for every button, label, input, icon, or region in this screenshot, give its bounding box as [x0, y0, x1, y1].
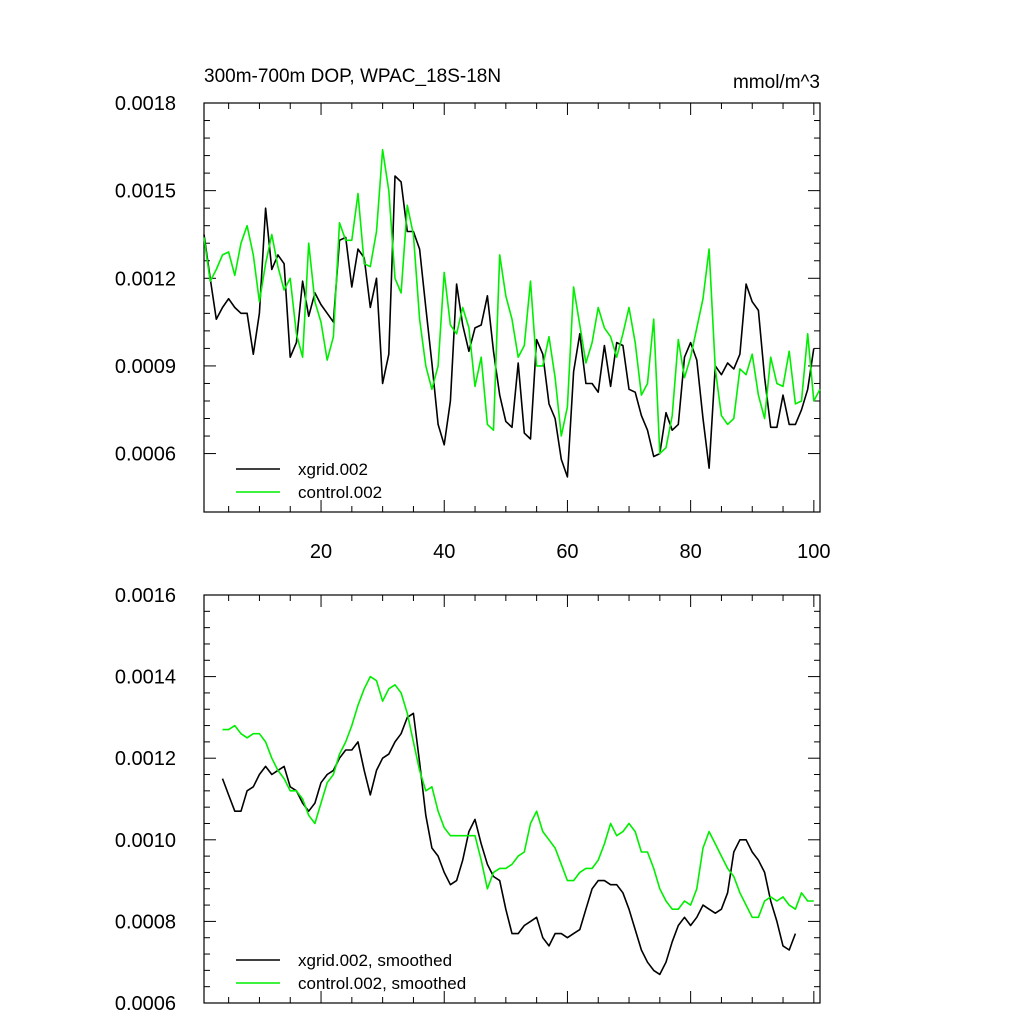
x-tick-label: 100: [797, 541, 830, 563]
y-tick-label: 0.0015: [115, 181, 176, 203]
y-tick-label: 0.0018: [115, 93, 176, 115]
plot-frame: [203, 102, 821, 513]
series-line: [222, 675, 814, 919]
legend-label-xgrid: xgrid.002: [298, 460, 368, 479]
legend-label-control: control.002: [298, 483, 382, 502]
y-tick-label: 0.0012: [115, 748, 176, 770]
x-tick-label: 20: [310, 541, 332, 563]
y-tick-label: 0.0006: [115, 993, 176, 1015]
plot-frame: [203, 594, 821, 1004]
top-legend: xgrid.002 control.002: [236, 460, 382, 502]
x-tick-label: 80: [680, 541, 702, 563]
top-panel: 0.0006 0.0009 0.0012 0.0015 0.0018 20 40 60 80 10…: [115, 93, 831, 563]
bottom-panel: 0.0006 0.0008 0.0010 0.0012 0.0014 0.0016: [115, 585, 821, 1015]
x-tick-label: 40: [433, 541, 455, 563]
series-line: [203, 148, 821, 455]
y-tick-label: 0.0010: [115, 830, 176, 852]
legend-label-control-smoothed: control.002, smoothed: [298, 974, 466, 993]
y-tick-label: 0.0008: [115, 911, 176, 933]
series-line: [221, 712, 797, 976]
figure-units: mmol/m^3: [733, 72, 820, 93]
y-tick-label: 0.0014: [115, 667, 176, 689]
legend-label-xgrid-smoothed: xgrid.002, smoothed: [298, 951, 452, 970]
x-tick-label: 60: [556, 541, 578, 563]
y-tick-label: 0.0012: [115, 268, 176, 290]
bottom-legend: xgrid.002, smoothed control.002, smoothe…: [236, 951, 466, 993]
y-tick-label: 0.0016: [115, 585, 176, 607]
figure-title: 300m-700m DOP, WPAC_18S-18N: [204, 66, 501, 87]
y-tick-label: 0.0006: [115, 444, 176, 466]
y-tick-label: 0.0009: [115, 356, 176, 378]
